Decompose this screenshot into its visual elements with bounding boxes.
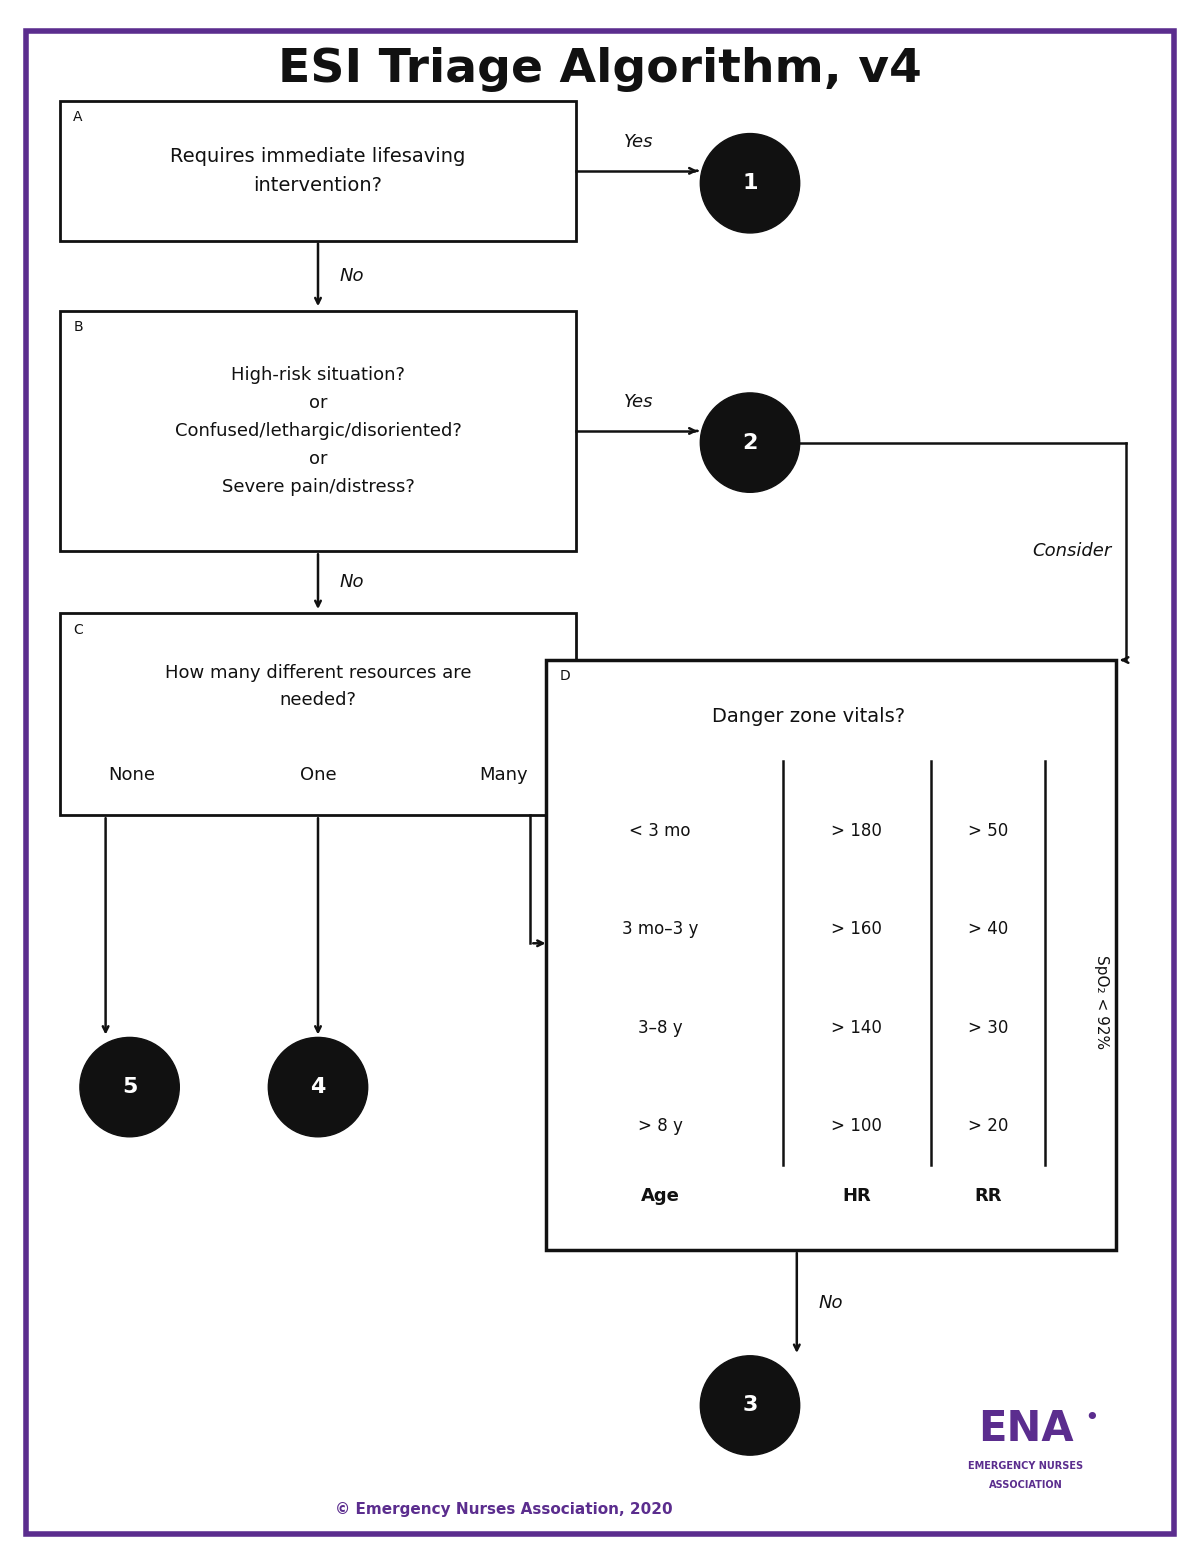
Text: > 180: > 180 [832,822,882,840]
Text: Many: Many [479,766,528,784]
Text: > 100: > 100 [832,1117,882,1135]
Ellipse shape [701,393,799,492]
Text: 2: 2 [743,433,757,452]
Text: > 140: > 140 [832,1019,882,1036]
Text: 1: 1 [743,174,757,193]
Text: 3 mo–3 y: 3 mo–3 y [622,921,698,938]
Bar [60,101,576,241]
Text: ENA: ENA [978,1407,1074,1451]
Text: None: None [108,766,155,784]
Text: Yes: Yes [624,132,653,151]
Text: ASSOCIATION: ASSOCIATION [989,1480,1063,1489]
Text: No: No [340,573,364,592]
Ellipse shape [80,1037,179,1137]
Text: •: • [1085,1405,1099,1430]
Text: No: No [340,267,364,284]
Text: > 40: > 40 [967,921,1008,938]
Ellipse shape [701,1356,799,1455]
Text: SpO₂ < 92%: SpO₂ < 92% [1094,955,1109,1050]
Text: B: B [73,320,83,334]
Text: D: D [559,669,570,683]
Text: < 3 mo: < 3 mo [629,822,691,840]
Text: > 50: > 50 [967,822,1008,840]
Text: One: One [300,766,336,784]
Text: How many different resources are
needed?: How many different resources are needed? [164,663,472,710]
Text: 3–8 y: 3–8 y [637,1019,683,1036]
Ellipse shape [701,134,799,233]
Text: High-risk situation?
or
Confused/lethargic/disoriented?
or
Severe pain/distress?: High-risk situation? or Confused/letharg… [174,367,462,495]
Text: Yes: Yes [624,393,653,410]
Text: No: No [818,1294,842,1312]
Text: 3: 3 [743,1396,757,1415]
Text: > 30: > 30 [967,1019,1008,1036]
Text: Requires immediate lifesaving
intervention?: Requires immediate lifesaving interventi… [170,146,466,196]
Text: Danger zone vitals?: Danger zone vitals? [712,707,905,725]
Text: ESI Triage Algorithm, v4: ESI Triage Algorithm, v4 [278,48,922,92]
Ellipse shape [269,1037,367,1137]
Text: > 160: > 160 [832,921,882,938]
Text: 4: 4 [311,1078,325,1096]
Text: Age: Age [641,1186,679,1205]
Text: 5: 5 [122,1078,137,1096]
Text: Consider: Consider [1032,542,1111,561]
Text: EMERGENCY NURSES: EMERGENCY NURSES [968,1461,1084,1471]
Text: RR: RR [974,1186,1002,1205]
Bar [60,613,576,815]
Text: A: A [73,110,83,124]
Text: HR: HR [842,1186,871,1205]
Bar [546,660,1116,1250]
Text: C: C [73,623,83,637]
Text: > 20: > 20 [967,1117,1008,1135]
Bar [60,311,576,551]
Text: © Emergency Nurses Association, 2020: © Emergency Nurses Association, 2020 [335,1502,673,1517]
Text: > 8 y: > 8 y [637,1117,683,1135]
